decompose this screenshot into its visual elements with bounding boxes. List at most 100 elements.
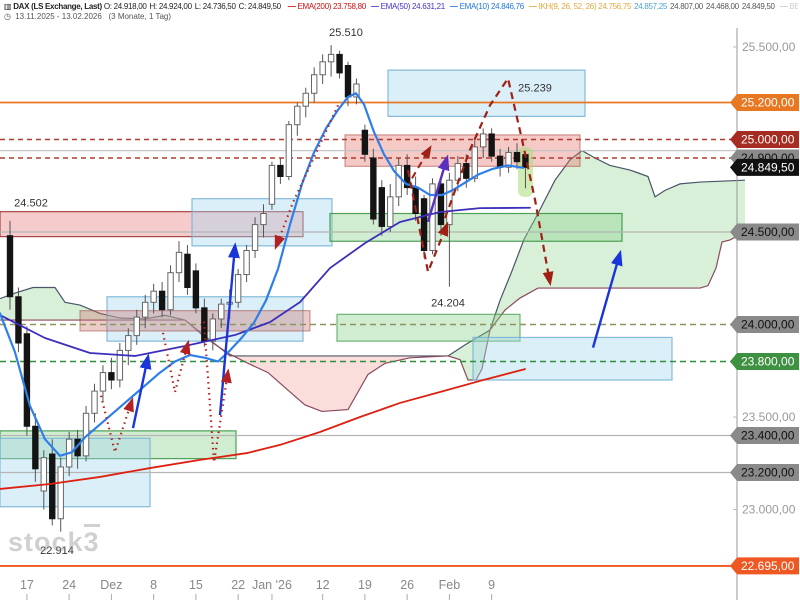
candle-body xyxy=(454,163,462,181)
candle-body xyxy=(395,164,402,198)
band-pink-24000[interactable] xyxy=(79,310,311,332)
annotation-24.204[interactable]: 24.204 xyxy=(431,297,465,309)
candle-body xyxy=(260,213,267,226)
candle-body xyxy=(285,124,293,177)
candle-body xyxy=(142,301,149,318)
candle-body xyxy=(488,133,495,157)
price-badge-24000 xyxy=(730,316,799,333)
candle-body xyxy=(158,290,166,311)
current-price-badge xyxy=(730,158,799,176)
candle-body xyxy=(32,425,39,470)
candle-body xyxy=(336,53,343,74)
blue-arrow-3[interactable] xyxy=(426,154,450,223)
senkou-b-line xyxy=(447,231,746,381)
candle-body xyxy=(294,105,301,126)
x-axis-label-Jan '26: Jan '26 xyxy=(252,578,292,592)
price-badge-22695-label: 22.695,00 xyxy=(741,559,795,573)
senkou-a-line xyxy=(0,286,186,321)
candle-body xyxy=(344,65,352,98)
current-price-badge-label: 24.849,50 xyxy=(741,160,795,174)
y-axis-label-25500: 25.500,00 xyxy=(742,40,796,54)
price-badge-25200-label: 25.200,00 xyxy=(741,96,795,110)
candle-body xyxy=(277,164,284,177)
candle-body xyxy=(218,303,225,320)
red-dotted-arrow-2[interactable] xyxy=(161,332,191,394)
candle-body xyxy=(6,235,14,298)
candle-body xyxy=(463,163,470,179)
candle-body xyxy=(353,83,360,98)
candle-body xyxy=(505,151,512,168)
red-dashed-small-arrow[interactable] xyxy=(411,145,432,179)
candle-body xyxy=(234,274,242,303)
price-badge-25200[interactable] xyxy=(730,94,799,111)
candle-body xyxy=(209,318,217,342)
x-axis-label-9: 9 xyxy=(488,578,495,592)
price-badge-25000[interactable] xyxy=(730,131,799,148)
ichimoku-cloud xyxy=(0,287,185,321)
candle-body xyxy=(378,187,386,227)
ichimoku-cloud xyxy=(185,320,448,412)
candles-layer xyxy=(6,45,529,532)
y-axis-label-23500: 23.500,00 xyxy=(742,410,796,424)
price-badge-25000-label: 25.000,00 xyxy=(741,133,795,147)
candle-body xyxy=(480,133,487,148)
candle-body xyxy=(40,457,47,492)
price-badge-23400 xyxy=(730,427,799,444)
x-axis-label-24: 24 xyxy=(62,578,76,592)
box-blue-23800[interactable] xyxy=(472,336,673,381)
x-axis-label-22: 22 xyxy=(231,578,245,592)
candle-body xyxy=(99,372,107,392)
candle-body xyxy=(125,335,132,351)
candle-body xyxy=(327,53,335,63)
blue-arrow-1[interactable] xyxy=(131,353,152,429)
x-axis-label-Dez: Dez xyxy=(100,578,122,592)
senkou-a-line xyxy=(184,319,448,357)
annotation-22.914[interactable]: 22.914 xyxy=(40,545,74,557)
annotation-24.502[interactable]: 24.502 xyxy=(14,197,48,209)
price-badge-23800[interactable] xyxy=(730,353,799,370)
candle-body xyxy=(201,307,208,342)
candle-body xyxy=(319,61,326,76)
candle-body xyxy=(251,224,259,252)
price-badge-24000-label: 24.000,00 xyxy=(741,318,795,332)
candle-body xyxy=(108,372,115,381)
annotation-25.510[interactable]: 25.510 xyxy=(329,27,363,39)
ema200-line xyxy=(0,368,526,490)
price-badge-23400-label: 23.400,00 xyxy=(741,429,795,443)
candle-body xyxy=(471,146,478,179)
candle-body xyxy=(23,333,31,427)
candle-body xyxy=(446,179,453,226)
price-badge-23200-label: 23.200,00 xyxy=(741,466,795,480)
x-axis-label-8: 8 xyxy=(150,578,157,592)
candle-body xyxy=(150,290,157,303)
red-dashed-v[interactable] xyxy=(406,169,449,273)
blue-arrow-4[interactable] xyxy=(591,249,623,348)
candle-body xyxy=(175,251,183,274)
box-blue-25239[interactable] xyxy=(387,69,586,117)
candle-body xyxy=(302,92,309,107)
price-badge-22695[interactable] xyxy=(730,557,799,575)
red-dotted-arrow-1[interactable] xyxy=(99,395,134,454)
y-axis-label-23000: 23.000,00 xyxy=(742,503,796,517)
candle-body xyxy=(167,272,174,311)
red-dashed-projection[interactable] xyxy=(443,77,554,287)
candle-body xyxy=(437,183,445,226)
candle-body xyxy=(49,453,56,520)
ema50-line xyxy=(0,206,531,357)
price-badge-24500 xyxy=(730,223,799,241)
x-axis-label-12: 12 xyxy=(316,578,330,592)
candle-body xyxy=(116,349,124,381)
price-badge-23800-label: 23.800,00 xyxy=(741,355,795,369)
x-axis-label-17: 17 xyxy=(20,578,34,592)
ichimoku-cloud xyxy=(448,150,745,380)
candle-body xyxy=(361,129,369,155)
candle-body xyxy=(184,253,191,288)
candle-body xyxy=(57,466,64,520)
blue-arrow-2[interactable] xyxy=(218,242,240,416)
x-axis-label-15: 15 xyxy=(189,578,203,592)
price-badge-23200 xyxy=(730,464,799,481)
box-green-24000[interactable] xyxy=(336,313,521,342)
x-axis-label-19: 19 xyxy=(358,578,372,592)
